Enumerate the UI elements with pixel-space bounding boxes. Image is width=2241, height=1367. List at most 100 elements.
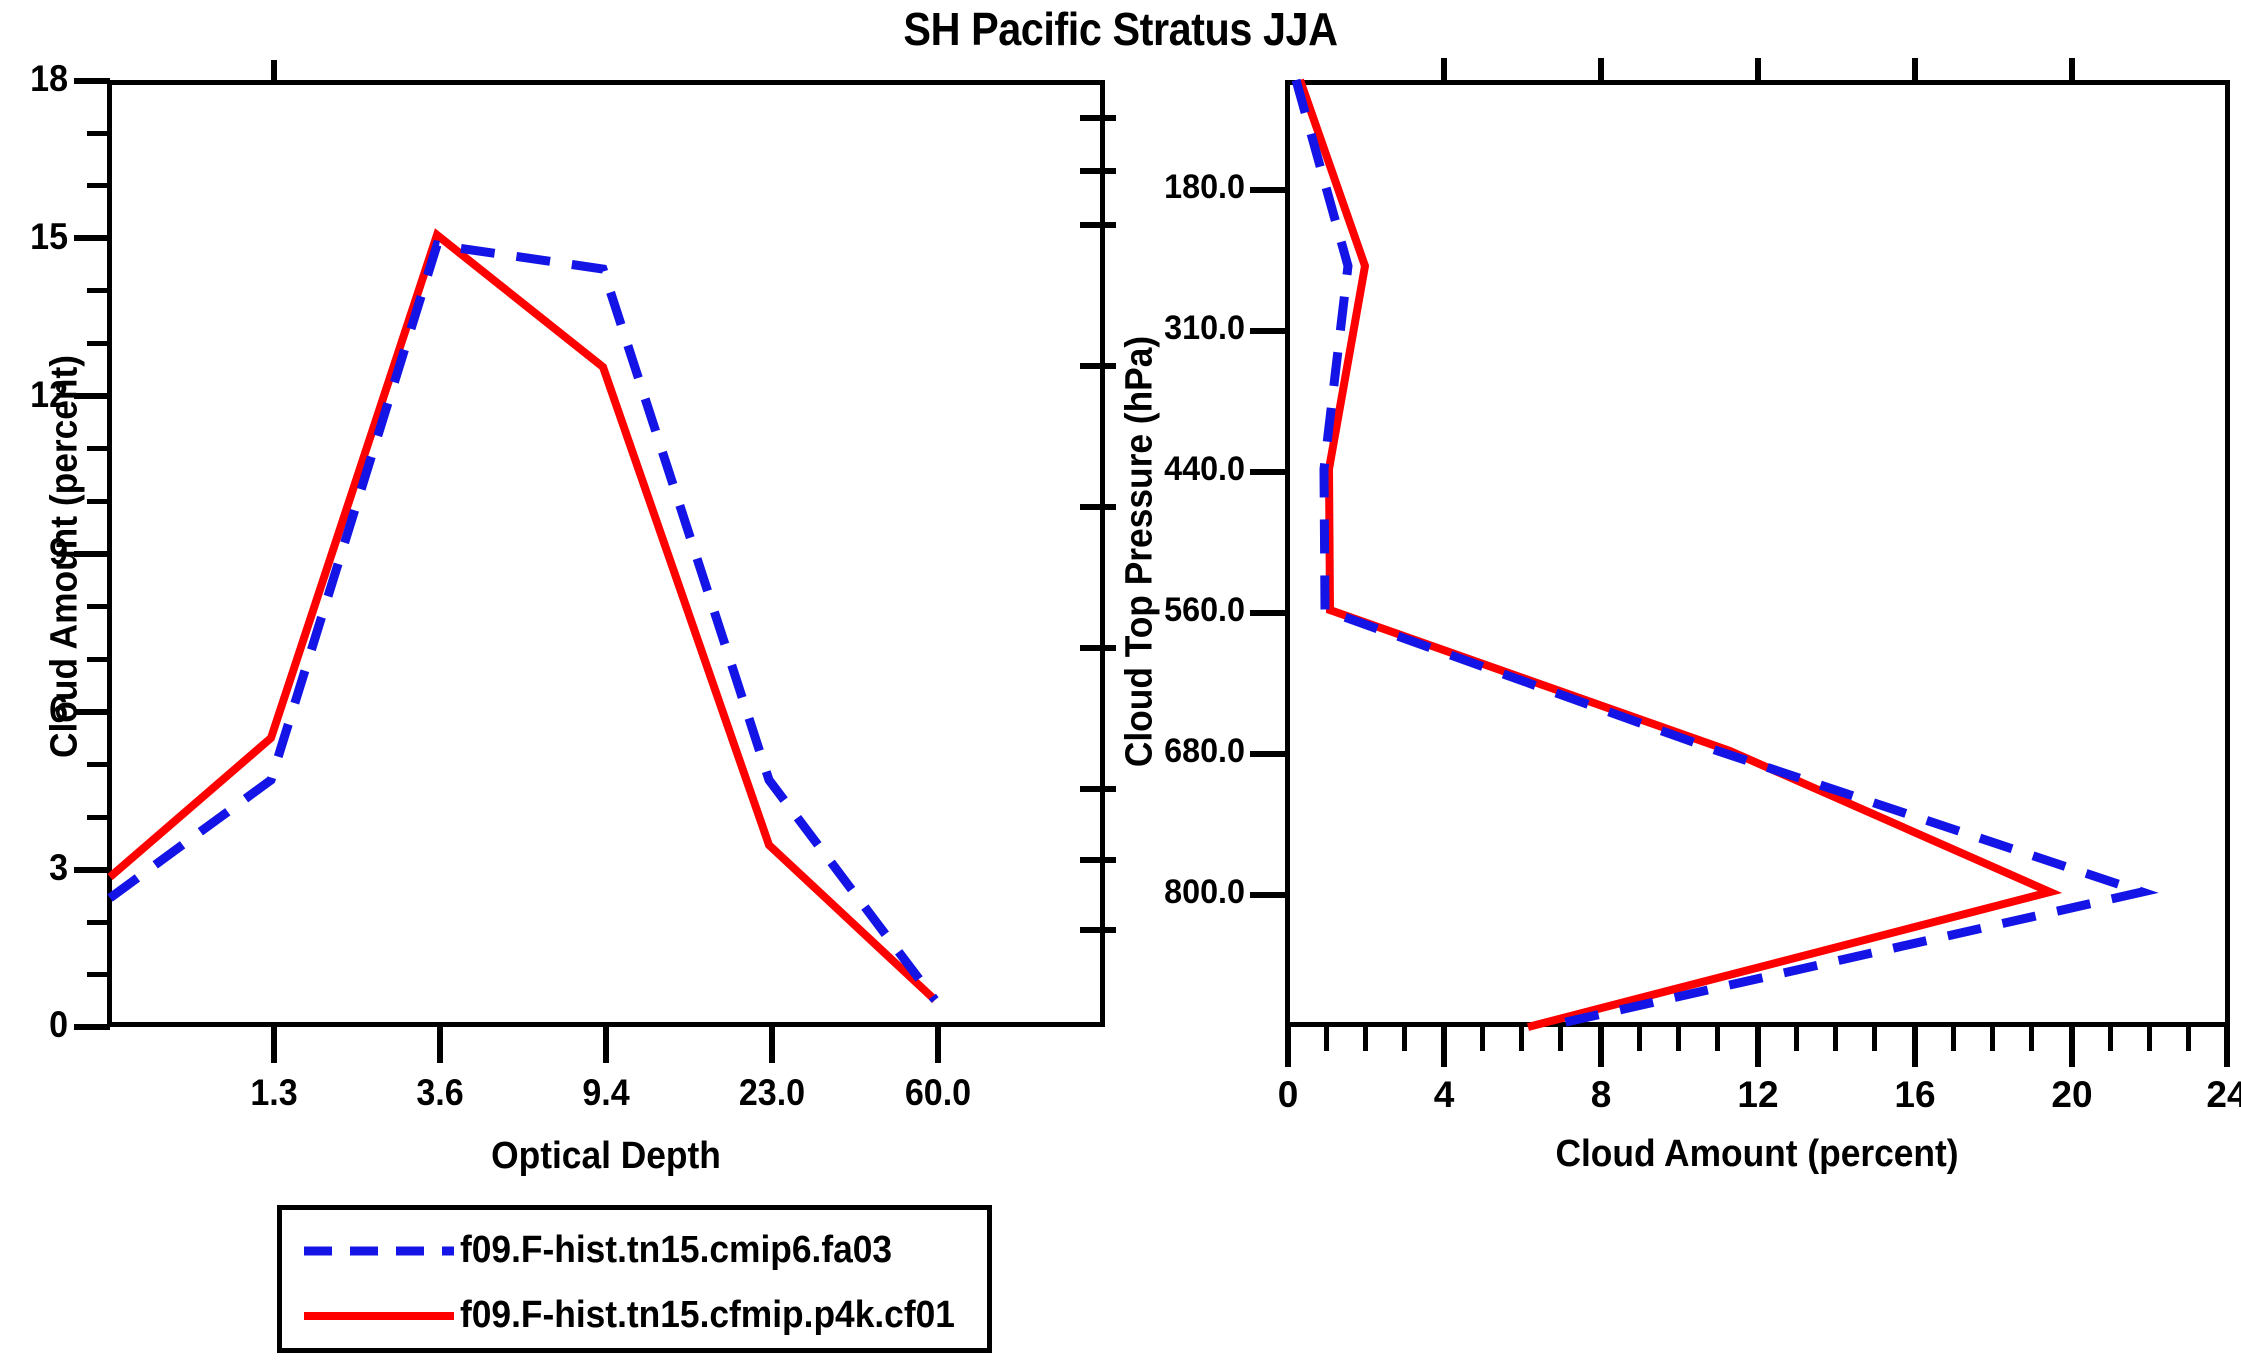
right-ytick-outer <box>1080 115 1116 121</box>
right-xtick-minor <box>1324 1027 1329 1051</box>
right-xtick-major <box>1755 1027 1761 1067</box>
right-xtick-major <box>2069 1027 2075 1067</box>
right-xtick-minor <box>1951 1027 1956 1051</box>
right-xtick-major <box>2224 1027 2230 1067</box>
series-cfmip-p4k-line <box>1296 78 2063 1031</box>
right-xtick-top <box>2069 58 2075 82</box>
right-xtick-minor <box>2108 1027 2113 1051</box>
series-cmip6-fa03-line <box>107 239 939 1003</box>
right-xtick-label: 0 <box>1277 1074 1299 1115</box>
legend-label: f09.F-hist.tn15.cfmip.p4k.cf01 <box>460 1293 955 1336</box>
right-xtick-major <box>1598 1027 1604 1067</box>
left-ytick-minor <box>87 499 110 504</box>
series-cfmip-p4k-line <box>107 228 938 1003</box>
right-ytick-label: 440.0 <box>1164 450 1245 488</box>
left-ytick-label: 12 <box>30 374 68 415</box>
right-xtick-label: 8 <box>1590 1074 1612 1115</box>
left-xtick-label: 60.0 <box>904 1072 972 1113</box>
right-xtick-top <box>1912 58 1918 82</box>
right-xtick-label: 16 <box>1894 1074 1936 1115</box>
left-xtick-label: 23.0 <box>738 1072 806 1113</box>
left-ytick-label: 15 <box>30 216 68 257</box>
right-ytick-major <box>1250 328 1290 334</box>
left-ytick-major <box>74 393 110 399</box>
left-ytick-label: 18 <box>30 58 68 99</box>
legend-label: f09.F-hist.tn15.cmip6.fa03 <box>460 1228 893 1271</box>
left-xtick-label: 3.6 <box>416 1072 464 1113</box>
left-xtick-top <box>271 60 277 82</box>
left-ytick-label: 9 <box>49 531 68 572</box>
left-ytick-major <box>74 709 110 715</box>
legend-sample-dashed-line <box>304 1246 454 1256</box>
legend-box: f09.F-hist.tn15.cmip6.fa03 f09.F-hist.tn… <box>277 1205 992 1353</box>
left-panel: 18 15 12 9 6 3 0 1.3 3.6 9.4 23.0 60.0 O… <box>0 0 1120 1200</box>
left-ytick-major <box>74 235 110 241</box>
right-ytick-outer <box>1080 363 1116 369</box>
right-ytick-outer <box>1080 857 1116 863</box>
right-xtick-minor <box>2029 1027 2034 1051</box>
right-ytick-label: 310.0 <box>1164 309 1245 347</box>
right-xtick-label: 4 <box>1433 1074 1455 1115</box>
right-ytick-label: 800.0 <box>1164 873 1245 911</box>
left-xtick-major <box>769 1027 775 1063</box>
right-xtick-major <box>1441 1027 1447 1067</box>
right-ytick-major <box>1250 469 1290 475</box>
right-ytick-outer <box>1080 504 1116 510</box>
right-xtick-minor <box>1363 1027 1368 1051</box>
left-ytick-major <box>74 1024 110 1030</box>
left-xtick-major <box>935 1027 941 1063</box>
left-xaxis-title: Optical Depth <box>491 1135 721 1177</box>
right-xtick-minor <box>1519 1027 1524 1051</box>
right-ytick-label: 680.0 <box>1164 732 1245 770</box>
left-ytick-minor <box>87 657 110 662</box>
right-ytick-major <box>1250 187 1290 193</box>
series-cmip6-fa03-line <box>1291 78 2159 1032</box>
right-xtick-minor <box>1715 1027 1720 1051</box>
right-xtick-minor <box>1480 1027 1485 1051</box>
right-ytick-outer <box>1080 786 1116 792</box>
figure-title: SH Pacific Stratus JJA <box>903 3 1338 55</box>
right-xtick-minor <box>2186 1027 2191 1051</box>
left-ytick-minor <box>87 815 110 820</box>
left-ytick-minor <box>87 920 110 925</box>
right-xtick-major <box>1912 1027 1918 1067</box>
right-xtick-minor <box>1676 1027 1681 1051</box>
left-xtick-label: 1.3 <box>250 1072 298 1113</box>
left-ytick-minor <box>87 341 110 346</box>
left-xtick-major <box>437 1027 443 1063</box>
left-ytick-minor <box>87 972 110 977</box>
left-ytick-minor <box>87 604 110 609</box>
left-ytick-major <box>74 867 110 873</box>
right-xtick-minor <box>1872 1027 1877 1051</box>
right-ytick-major <box>1250 892 1290 898</box>
left-ytick-minor <box>87 446 110 451</box>
right-xtick-minor <box>1990 1027 1995 1051</box>
right-ytick-outer <box>1080 645 1116 651</box>
legend-entry-cmip6-fa03: f09.F-hist.tn15.cmip6.fa03 <box>304 1220 925 1280</box>
right-ytick-label: 560.0 <box>1164 591 1245 629</box>
left-ytick-minor <box>87 131 110 136</box>
right-xtick-minor <box>1794 1027 1799 1051</box>
right-data-curves <box>1291 78 2159 1032</box>
right-ytick-major <box>1250 610 1290 616</box>
left-xtick-major <box>271 1027 277 1063</box>
right-xtick-minor <box>1637 1027 1642 1051</box>
right-plot-frame <box>1285 80 2230 1027</box>
left-xtick-label: 9.4 <box>582 1072 630 1113</box>
legend-entry-cfmip-p4k-cf01: f09.F-hist.tn15.cfmip.p4k.cf01 <box>304 1285 992 1345</box>
left-ytick-minor <box>87 288 110 293</box>
legend-sample-solid-line <box>304 1311 454 1320</box>
left-ytick-minor <box>87 762 110 767</box>
right-ytick-label: 180.0 <box>1164 168 1245 206</box>
right-ytick-outer <box>1080 168 1116 174</box>
right-xtick-label: 20 <box>2051 1074 2093 1115</box>
right-xtick-minor <box>1402 1027 1407 1051</box>
right-xtick-top <box>1441 58 1447 82</box>
right-xtick-minor <box>1833 1027 1838 1051</box>
right-xtick-label: 24 <box>2206 1074 2241 1115</box>
right-xaxis-title: Cloud Amount (percent) <box>1555 1133 1959 1175</box>
left-ytick-major <box>74 551 110 557</box>
right-ytick-outer <box>1080 222 1116 228</box>
left-ytick-label: 3 <box>49 847 68 888</box>
